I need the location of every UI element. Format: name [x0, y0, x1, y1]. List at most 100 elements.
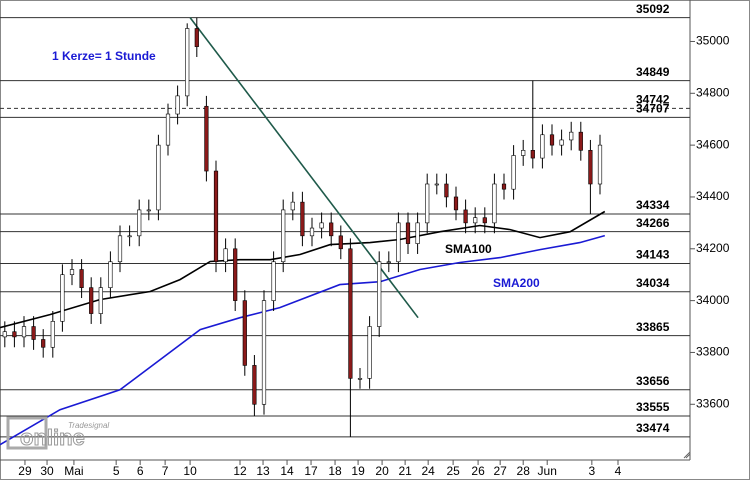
candle-body: [463, 209, 468, 224]
candle-body: [261, 300, 267, 405]
candle-body: [473, 217, 478, 224]
candle-body: [492, 183, 497, 224]
sma-line: [0, 210, 606, 329]
candle-body: [233, 248, 238, 301]
candle-body: [21, 326, 27, 338]
y-tick-label: 34400: [696, 189, 730, 203]
candle-body: [521, 150, 526, 156]
x-tick-label: Mai: [64, 464, 83, 478]
candle-body: [290, 201, 295, 211]
x-tick-label: 13: [256, 464, 270, 478]
level-label: 35092: [636, 2, 670, 16]
candle-body: [569, 131, 574, 141]
candle-body: [137, 209, 142, 237]
corner-grip: [683, 451, 691, 459]
candle-body: [204, 105, 209, 172]
x-tick-label: 26: [471, 464, 485, 478]
x-tick-label: 28: [517, 464, 531, 478]
y-tick-label: 34800: [696, 85, 730, 99]
x-tick-label: 3: [588, 464, 595, 478]
x-tick-label: 19: [351, 464, 365, 478]
candle-body: [309, 227, 315, 237]
candle-body: [252, 365, 257, 405]
candle-body: [501, 183, 507, 190]
x-tick-label: 4: [615, 464, 622, 478]
candle-body: [319, 222, 324, 229]
candle-body: [386, 261, 391, 264]
candle-body: [357, 378, 363, 380]
candle-body: [549, 134, 555, 146]
level-label: 33555: [636, 400, 670, 414]
candle-body: [511, 155, 516, 190]
x-tick-label: 21: [398, 464, 412, 478]
plot-layer: 33600 33800 34000 34200 34400 34600 34800 35000…: [0, 2, 730, 478]
x-tick-label: 7: [162, 464, 169, 478]
candle-body: [2, 331, 7, 338]
candle-body: [415, 222, 420, 244]
candle-body: [444, 183, 449, 198]
candle-body: [242, 300, 247, 366]
candle-body: [79, 269, 84, 288]
level-label: 34334: [636, 198, 670, 212]
level-label: 34849: [636, 65, 670, 79]
series-label: SMA200: [493, 276, 540, 290]
candle-body: [271, 261, 276, 301]
candle-body: [213, 170, 219, 263]
y-tick-label: 33800: [696, 345, 730, 359]
level-label: 34266: [636, 216, 670, 230]
level-label: 34143: [636, 248, 670, 262]
sma-line: [0, 234, 606, 446]
candle-body: [98, 287, 103, 314]
x-tick-label: 27: [493, 464, 507, 478]
y-tick-label: 34000: [696, 293, 730, 307]
level-label: 34707: [636, 102, 670, 116]
x-tick-label: 18: [328, 464, 342, 478]
y-tick-label: 35000: [696, 34, 730, 48]
level-label: 33474: [636, 421, 670, 435]
candle-body: [559, 139, 564, 146]
x-tick-label: 25: [446, 464, 460, 478]
candle-body: [185, 28, 190, 97]
candle-body: [338, 235, 343, 250]
x-tick-label: 5: [113, 464, 120, 478]
candle-body: [530, 150, 535, 159]
level-label: 34034: [636, 276, 670, 290]
candle-body: [146, 209, 151, 212]
x-tick-label: 29: [18, 464, 32, 478]
candle-body: [434, 183, 439, 186]
candle-body: [117, 235, 123, 263]
candle-body: [588, 150, 593, 185]
x-tick-label: 24: [421, 464, 435, 478]
candle-body: [597, 144, 603, 185]
x-tick-label: Jun: [538, 464, 557, 478]
candle-body: [348, 248, 353, 379]
candle-body: [89, 287, 94, 314]
logo-name: online: [20, 425, 85, 450]
x-tick-label: 20: [375, 464, 389, 478]
level-label: 33865: [636, 320, 670, 334]
candle-body: [12, 331, 17, 338]
candle-body: [578, 131, 583, 151]
level-label: 34742: [636, 92, 670, 106]
candle-body: [377, 261, 382, 327]
candle-body: [69, 269, 75, 276]
candle-body: [127, 235, 132, 238]
logo-box: [6, 416, 48, 450]
series-label: SMA100: [445, 242, 492, 256]
level-label: 33656: [636, 374, 670, 388]
candle-body: [31, 326, 36, 340]
x-tick-label: 30: [40, 464, 54, 478]
candle-body: [396, 222, 401, 263]
candle-body: [453, 196, 459, 211]
candle-body: [194, 28, 199, 47]
candle-body: [425, 183, 430, 224]
x-tick-label: 14: [280, 464, 294, 478]
candle-body: [156, 144, 161, 211]
candle-body: [329, 222, 334, 237]
candle-body: [175, 95, 180, 115]
y-tick-label: 34200: [696, 241, 730, 255]
logo-brand: Tradesignal: [68, 421, 109, 430]
logo: Tradesignal online: [6, 416, 109, 450]
